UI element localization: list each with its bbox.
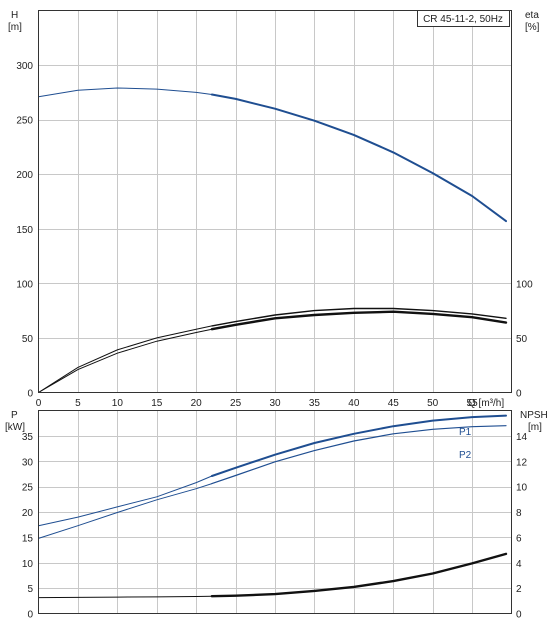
- top-y-left-tick: 100: [16, 279, 33, 290]
- efficiency-lower-curve-line: [210, 310, 508, 331]
- x-tick-label: 10: [112, 398, 124, 409]
- x-tick-label: 35: [309, 398, 321, 409]
- axis-labels: 0 5 10 15 20 25 30 35 40 45 50 55050100150200250300…: [16, 61, 533, 620]
- npsh-curve-line-thin: [38, 595, 212, 599]
- top-y-left-tick: 300: [16, 61, 33, 72]
- top-y-right-tick: 50: [516, 334, 528, 345]
- x-tick-label: 40: [348, 398, 360, 409]
- top-y-left-tick: 250: [16, 116, 33, 127]
- bottom-y-right-label-2: [m]: [528, 422, 542, 433]
- head-curve-line-thin: [38, 87, 212, 98]
- top-y-right-label-2: [%]: [525, 22, 540, 33]
- bottom-y-left-label-1: P: [11, 410, 18, 421]
- data-series: [38, 87, 508, 599]
- bottom-y-right-tick: 14: [516, 432, 528, 443]
- efficiency-lower-curve-line-thin: [38, 328, 213, 393]
- bottom-y-left-tick: 30: [22, 457, 34, 468]
- power-p1-curve-line: [210, 414, 507, 477]
- top-y-left-tick: 200: [16, 170, 33, 181]
- x-tick-label: 15: [151, 398, 163, 409]
- bottom-y-left-tick: 15: [22, 533, 34, 544]
- x-tick-label: 25: [230, 398, 242, 409]
- bottom-y-right-tick: 8: [516, 508, 522, 519]
- power-p2-curve-line: [211, 425, 507, 485]
- top-y-left-label-1: H: [11, 10, 18, 21]
- top-plot-frame: [38, 10, 512, 393]
- x-tick-label: 50: [427, 398, 439, 409]
- x-tick-label: 55: [467, 398, 479, 409]
- bottom-y-right-tick: 0: [516, 610, 522, 621]
- bottom-y-left-tick: 5: [27, 584, 33, 595]
- power-p2-curve-line-thin: [38, 483, 213, 539]
- bottom-y-left-tick: 35: [22, 432, 34, 443]
- bottom-y-right-tick: 10: [516, 483, 528, 494]
- bottom-y-left-tick: 20: [22, 508, 34, 519]
- x-tick-label: 5: [75, 398, 81, 409]
- top-y-right-label-1: eta: [525, 10, 539, 21]
- top-y-left-tick: 0: [27, 389, 33, 400]
- x-tick-label: 20: [191, 398, 203, 409]
- x-tick-label: 0: [36, 398, 42, 409]
- top-y-right-tick: 100: [516, 279, 533, 290]
- efficiency-upper-curve-line: [211, 307, 507, 327]
- x-tick-label: 30: [269, 398, 281, 409]
- top-y-right-tick: 0: [516, 389, 522, 400]
- chart-title-box: CR 45-11-2, 50Hz: [417, 10, 510, 27]
- grid-lines: [38, 10, 512, 614]
- npsh-curve-line: [210, 552, 508, 598]
- x-axis-label: Q [m³/h]: [468, 398, 504, 409]
- bottom-y-left-tick: 0: [27, 610, 33, 621]
- head-curve-line: [210, 93, 507, 223]
- series-label-p1: P1: [459, 427, 472, 438]
- top-y-left-tick: 150: [16, 225, 33, 236]
- bottom-y-right-label-1: NPSH: [520, 410, 548, 421]
- chart-title: CR 45-11-2, 50Hz: [423, 14, 503, 25]
- bottom-plot-frame: [38, 410, 512, 614]
- top-y-left-tick: 50: [22, 334, 34, 345]
- bottom-y-right-tick: 12: [516, 457, 528, 468]
- top-y-left-label-2: [m]: [8, 22, 22, 33]
- bottom-y-right-tick: 6: [516, 533, 522, 544]
- bottom-y-left-tick: 25: [22, 483, 34, 494]
- bottom-y-right-tick: 2: [516, 584, 522, 595]
- bottom-y-right-tick: 4: [516, 559, 522, 570]
- series-label-p2: P2: [459, 450, 472, 461]
- power-p1-curve-line-thin: [38, 475, 213, 527]
- bottom-y-left-label-2: [kW]: [5, 422, 25, 433]
- efficiency-upper-curve-line-thin: [38, 325, 213, 393]
- x-tick-label: 45: [388, 398, 400, 409]
- bottom-y-left-tick: 10: [22, 559, 34, 570]
